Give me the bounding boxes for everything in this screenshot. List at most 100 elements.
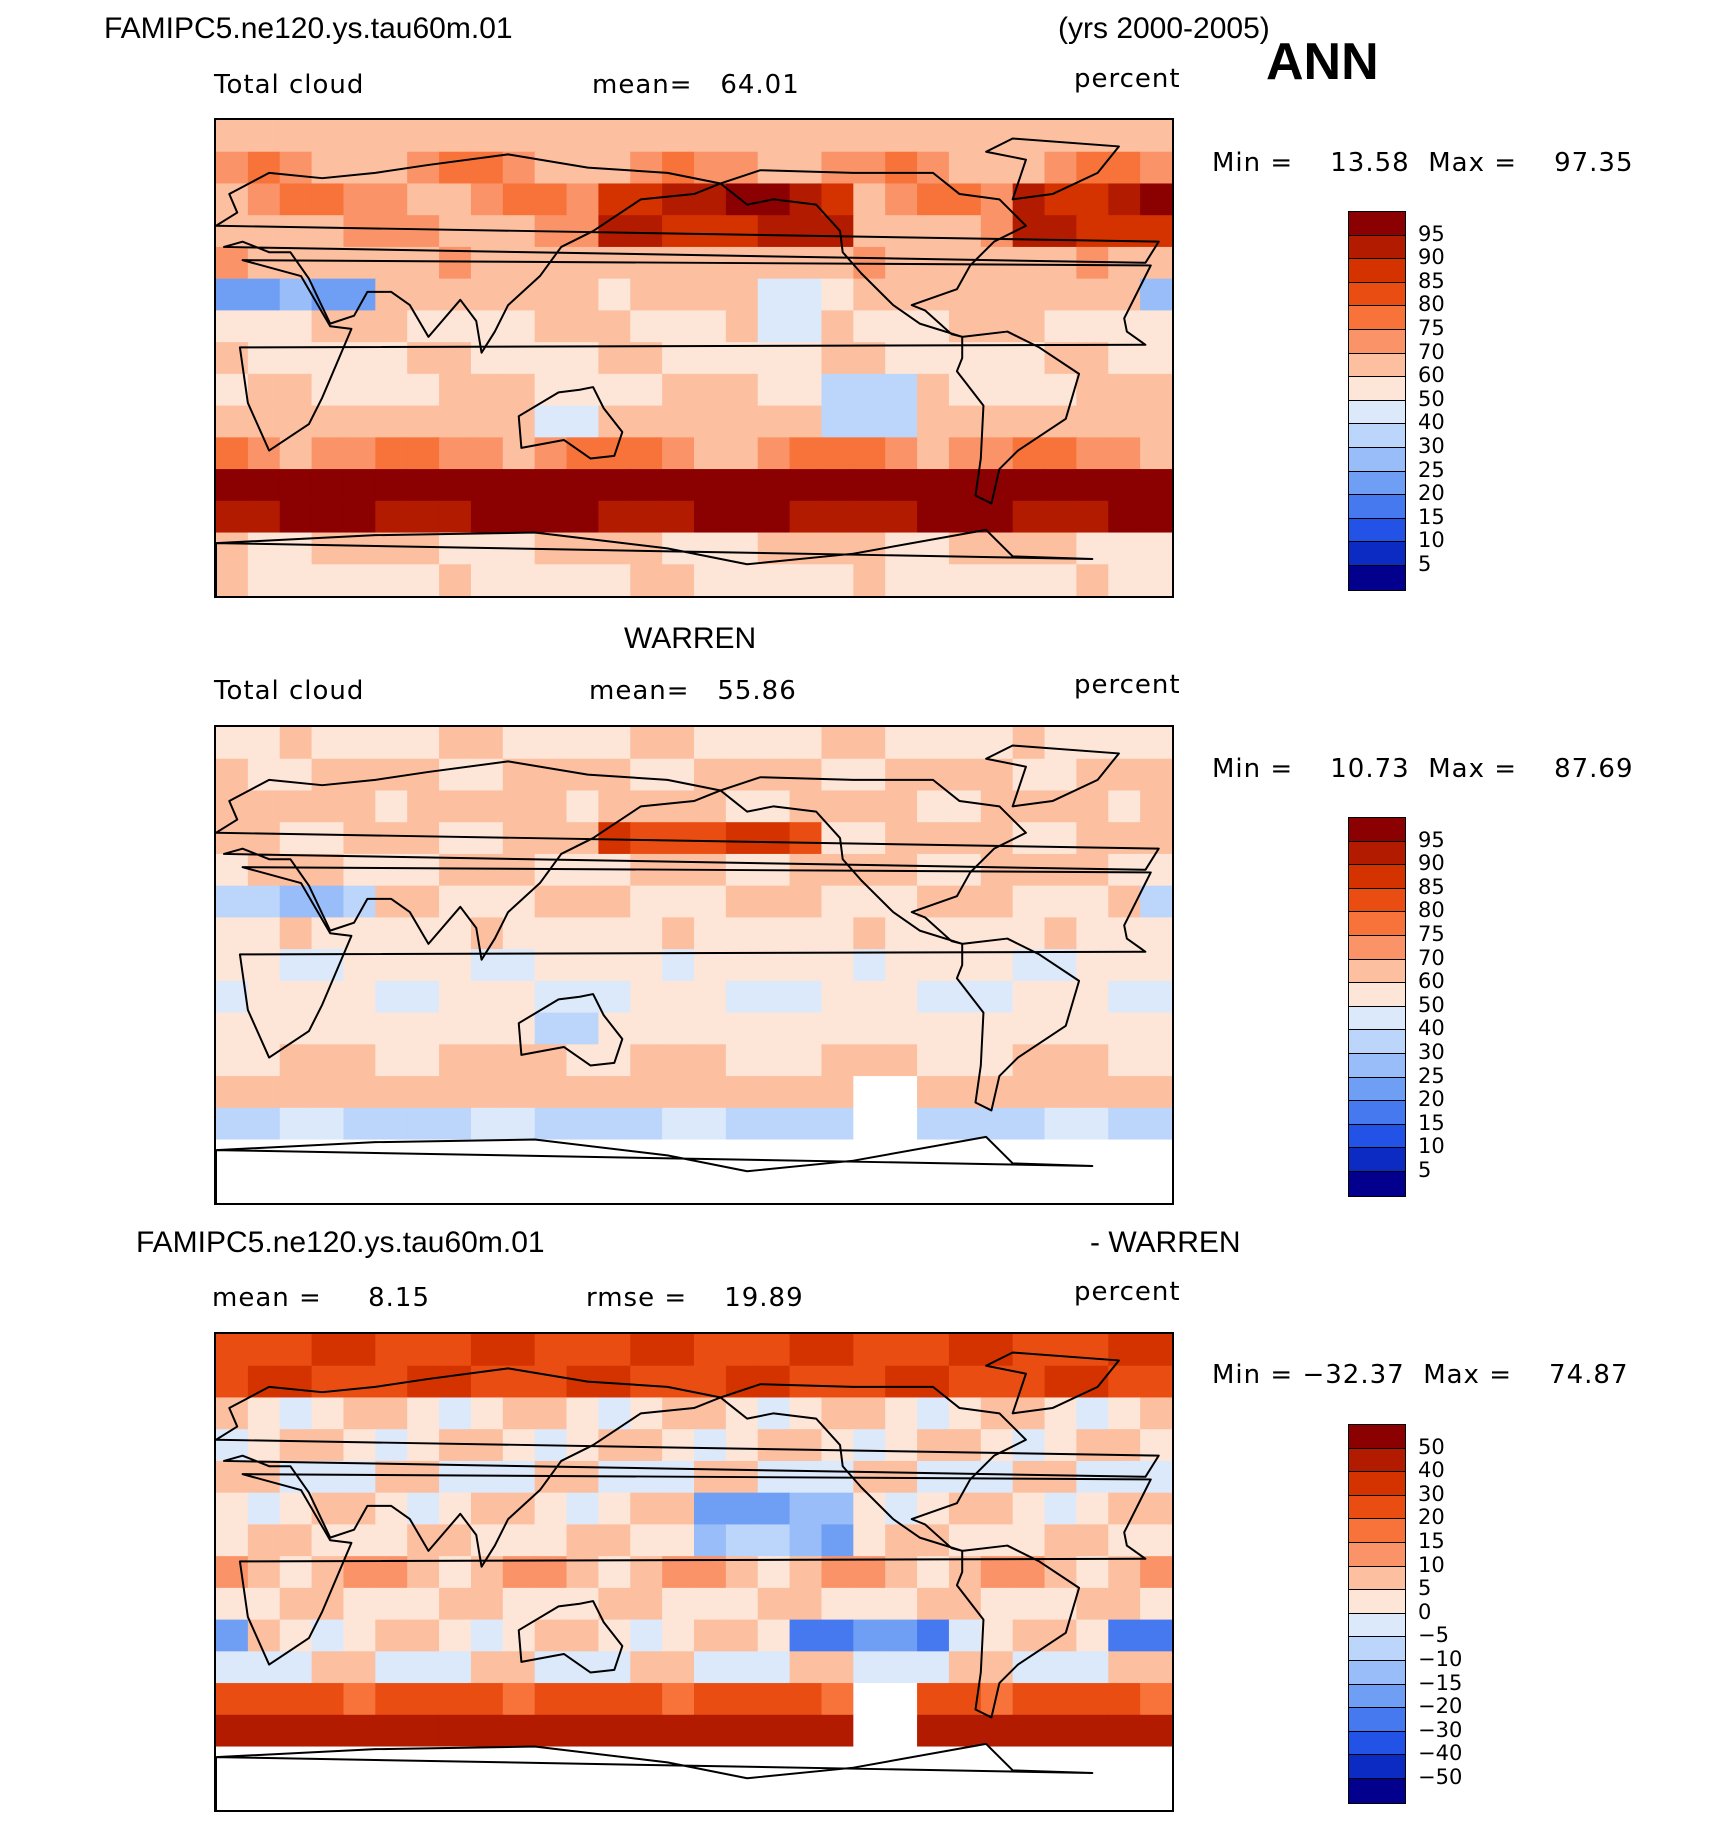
colorbar-tick-label: 10 [1418, 528, 1445, 553]
field-cell [630, 1171, 663, 1203]
field-cell [1012, 1429, 1046, 1462]
field-cell [375, 980, 408, 1014]
field-cell [980, 822, 1014, 855]
south-america-outline [955, 937, 1081, 1112]
field-cell [598, 469, 631, 502]
colorbar-tick-label: 20 [1418, 1505, 1445, 1530]
field-cell [630, 949, 663, 982]
field-cell [598, 310, 631, 343]
field-cell [885, 1334, 918, 1367]
field-cell [725, 980, 759, 1014]
field-cell [980, 151, 1014, 185]
field-cell [630, 917, 663, 950]
field-cell [821, 1365, 854, 1399]
field-cell [439, 1778, 472, 1810]
australia-outline [517, 386, 624, 460]
field-cell [1140, 405, 1172, 438]
field-cell [439, 853, 472, 887]
field-cell [694, 278, 727, 311]
field-cell [630, 215, 663, 248]
field-cell [1076, 1429, 1109, 1462]
colorbar-tick-label: −5 [1418, 1623, 1449, 1648]
colorbar-swatch [1349, 1425, 1405, 1449]
field-cell [757, 373, 791, 407]
australia-outline [517, 1600, 624, 1674]
field-cell [1044, 310, 1077, 343]
field-cell [694, 917, 727, 950]
field-cell [1140, 727, 1172, 760]
field-cell [821, 1334, 854, 1367]
field-cell [439, 1651, 472, 1684]
field-cell [630, 278, 663, 311]
field-cell [948, 1171, 982, 1203]
field-cell [1044, 1397, 1077, 1430]
field-cell [343, 1076, 376, 1109]
field-cell [630, 758, 663, 792]
field-cell [725, 500, 759, 534]
field-cell [630, 1556, 663, 1589]
field-cell [980, 758, 1014, 792]
field-cell [311, 120, 345, 153]
field-cell [725, 1492, 759, 1525]
field-cell [1140, 790, 1172, 823]
field-cell [470, 1397, 504, 1430]
field-cell [470, 1334, 504, 1367]
field-cell [598, 949, 631, 982]
field-cell [1012, 1139, 1046, 1172]
field-cell [630, 1651, 663, 1684]
field-cell [534, 310, 568, 343]
field-cell [311, 1651, 345, 1684]
greenland-outline [985, 744, 1120, 808]
colorbar-swatch [1349, 1755, 1405, 1779]
field-cell [757, 564, 791, 596]
field-cell [216, 469, 249, 502]
field-cell [917, 1044, 950, 1077]
field-cell [980, 1044, 1014, 1077]
field-cell [407, 500, 440, 534]
field-cell [853, 1651, 886, 1684]
colorbar-swatch [1349, 1731, 1405, 1756]
field-cell [311, 790, 345, 823]
field-cell [598, 1107, 631, 1141]
field-cell [1076, 469, 1109, 502]
field-cell [948, 1556, 982, 1589]
field-cell [247, 1619, 281, 1652]
field-cell [311, 1076, 345, 1109]
field-cell [534, 405, 568, 438]
colorbar-swatch [1349, 1637, 1405, 1661]
field-cell [534, 727, 568, 760]
field-cell [662, 1714, 695, 1748]
field-cell [247, 1334, 281, 1367]
field-cell [534, 1587, 568, 1621]
field-cell [566, 1524, 599, 1557]
field-cell [407, 727, 440, 760]
field-cell [439, 215, 472, 248]
field-cell [917, 1683, 950, 1716]
field-cell [439, 469, 472, 502]
field-cell [917, 1492, 950, 1525]
field-cell [534, 500, 568, 534]
field-cell [853, 727, 886, 760]
field-cell [1044, 151, 1077, 185]
field-cell [566, 1714, 599, 1748]
field-cell [885, 437, 918, 470]
field-cell [725, 405, 759, 438]
field-cell [279, 1492, 313, 1525]
field-cell [948, 1107, 982, 1141]
north-america-outline [719, 169, 1027, 338]
field-cell [1076, 564, 1109, 596]
field-cell [1140, 822, 1172, 855]
field-cell [247, 564, 281, 596]
field-cell [1140, 980, 1172, 1014]
field-cell [789, 183, 823, 216]
field-cell [662, 1334, 695, 1367]
field-cell [1012, 1746, 1046, 1779]
field-cell [630, 1492, 663, 1525]
field-cell [662, 1012, 695, 1045]
field-cell [566, 1076, 599, 1109]
field-cell [279, 500, 313, 534]
north-america-outline [719, 1383, 1027, 1552]
field-cell [375, 1714, 408, 1748]
field-cell [1044, 790, 1077, 823]
field-cell [694, 1171, 727, 1203]
